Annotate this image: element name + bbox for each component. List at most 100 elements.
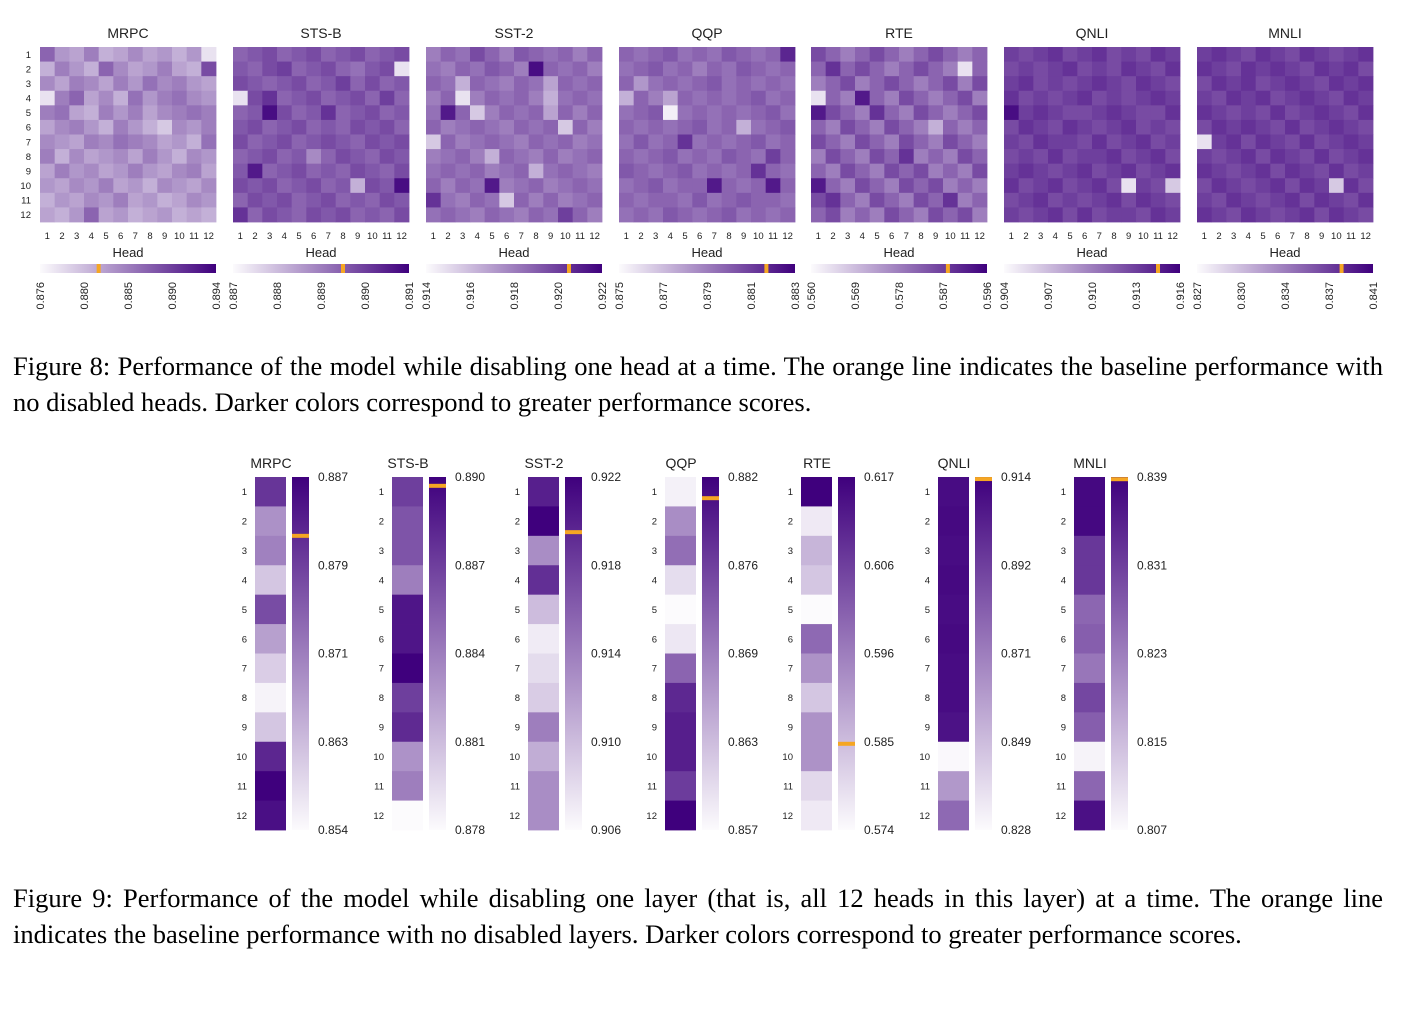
heatmap-cell (1077, 178, 1093, 194)
heatmap-cell (543, 47, 559, 62)
heatmap-cell (811, 134, 827, 150)
heatmap-cell (1299, 134, 1315, 150)
head-tick-label: 7 (519, 231, 524, 242)
heatmap-cell (470, 90, 486, 106)
head-tick-label: 5 (296, 231, 301, 242)
heatmap-cell (765, 105, 781, 121)
heatmap-cell (1255, 178, 1271, 194)
heatmap-cell (484, 178, 500, 194)
heatmap-cell (262, 134, 278, 150)
heatmap-cell (572, 105, 588, 121)
strip-cell (1074, 800, 1105, 831)
layer-tick-label: 4 (242, 575, 247, 586)
heatmap-cell (1270, 119, 1286, 135)
head-tick-label: 2 (1216, 231, 1221, 242)
heatmap-cell (470, 163, 486, 179)
colorbar-tick-label: 0.871 (318, 647, 348, 661)
head-tick-label: 7 (1097, 231, 1102, 242)
head-tick-label: 2 (252, 231, 257, 242)
colorbar-tick-label: 0.890 (360, 282, 372, 310)
strip-cell (528, 477, 559, 507)
heatmap-cell (335, 61, 351, 77)
head-tick-label: 7 (326, 231, 331, 242)
heatmap-cell (201, 61, 217, 77)
heatmap-cell (765, 47, 781, 62)
heatmap-cell (707, 90, 723, 106)
heatmap-cell (677, 207, 693, 223)
strip-cell (255, 535, 286, 566)
colorbar-tick-label: 0.914 (1001, 470, 1031, 484)
heatmap-cell (54, 119, 70, 135)
heatmap-cell (514, 90, 530, 106)
colorbar-tick-label: 0.863 (318, 735, 348, 749)
heatmap-cell (587, 76, 603, 92)
heatmap-cell (365, 76, 381, 92)
heatmap-cell (514, 76, 530, 92)
heatmap-cell (528, 76, 544, 92)
layer-tick-label: 11 (647, 781, 657, 792)
heatmap-cell (1106, 47, 1122, 62)
heatmap-cell (1150, 178, 1166, 194)
layer-tick-label: 4 (379, 575, 384, 586)
colorbar-tick-label: 0.880 (79, 282, 91, 310)
heatmap-cell (572, 163, 588, 179)
head-tick-label: 9 (741, 231, 746, 242)
colorbar-tick-label: 0.914 (591, 647, 621, 661)
colorbar-tick-label: 0.606 (864, 558, 894, 572)
colorbar-tick-label: 0.916 (465, 282, 477, 310)
heatmap-cell (54, 192, 70, 208)
heatmap-cell (499, 105, 515, 121)
heatmap-cell (1270, 47, 1286, 62)
strip-cell (255, 682, 286, 713)
strip-cell (801, 653, 832, 684)
heatmap-cell (142, 207, 158, 223)
heatmap-cell (528, 178, 544, 194)
heatmap-cell (291, 105, 307, 121)
heatmap-cell (54, 163, 70, 179)
layer-tick-label: 9 (1061, 723, 1066, 734)
heatmap-cell (440, 47, 456, 62)
heatmap-cell (1299, 105, 1315, 121)
heatmap-cell (172, 105, 188, 121)
heatmap-cell (899, 61, 915, 77)
layer-tick-label: 12 (373, 811, 384, 822)
heatmap-cell (1062, 178, 1078, 194)
heatmap-cell (1255, 192, 1271, 208)
heatmap-cell (1314, 76, 1330, 92)
head-tick-label: 7 (1290, 231, 1295, 242)
heatmap-cell (113, 163, 129, 179)
heatmap-cell (825, 178, 841, 194)
heatmap-cell (291, 119, 307, 135)
layer-tick-label: 1 (515, 487, 520, 498)
heatmap-cell (1048, 90, 1064, 106)
heatmap-cell (69, 47, 85, 62)
heatmap-cell (869, 207, 885, 223)
heatmap-cell (855, 47, 871, 62)
strip-cell (665, 712, 696, 743)
heatmap-cell (972, 178, 988, 194)
heatmap-cell (928, 134, 944, 150)
layer-tick-label: 8 (379, 693, 384, 704)
colorbar-tick-label: 0.863 (728, 735, 758, 749)
heatmap-cell (1226, 76, 1242, 92)
heatmap-cell (587, 178, 603, 194)
colorbar (975, 477, 992, 830)
heatmap-cell (721, 76, 737, 92)
layer-tick-label: 3 (26, 79, 31, 90)
colorbar-tick-label: 0.857 (728, 823, 758, 837)
heatmap-cell (751, 61, 767, 77)
heatmap-cell (335, 207, 351, 223)
heatmap-cell (869, 149, 885, 165)
heatmap-cell (394, 76, 410, 92)
colorbar (40, 264, 216, 273)
heatmap-cell (350, 90, 366, 106)
layer-tick-label: 6 (925, 634, 930, 645)
heatmap-cell (113, 119, 129, 135)
heatmap-cell (972, 149, 988, 165)
heatmap-cell (98, 76, 114, 92)
heatmap-cell (1121, 163, 1137, 179)
layer-tick-label: 1 (379, 487, 384, 498)
heatmap-cell (1343, 134, 1359, 150)
